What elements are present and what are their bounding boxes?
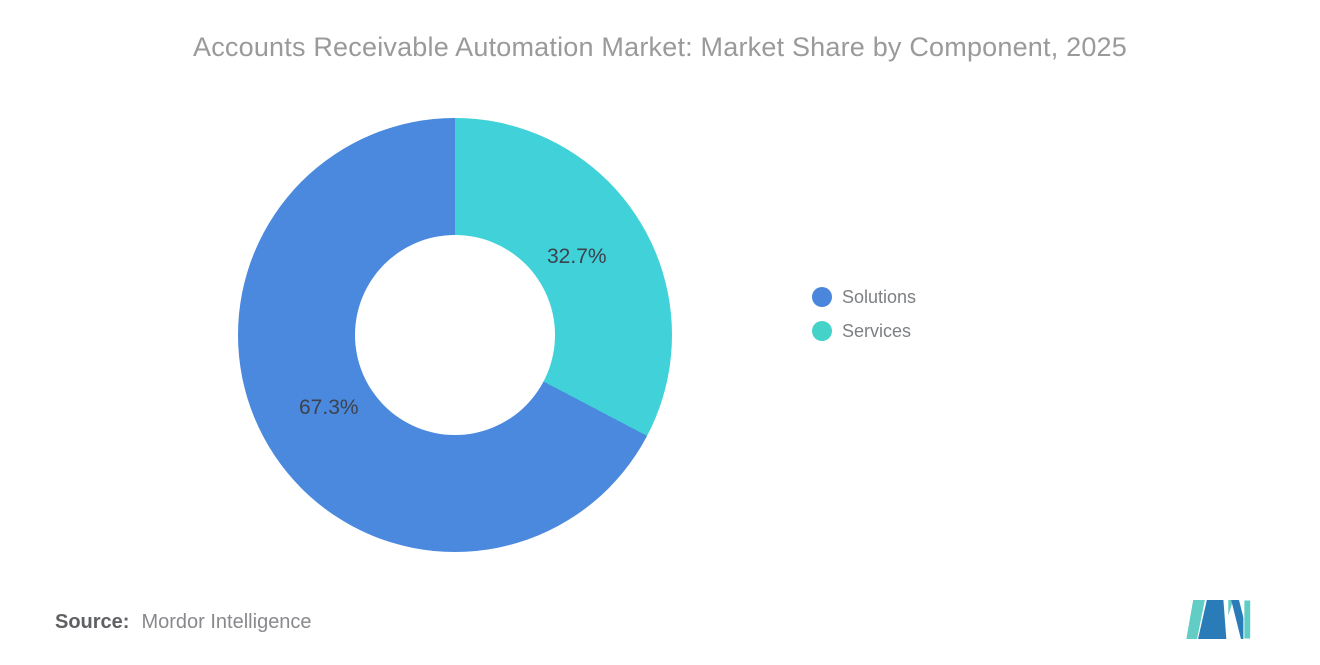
legend-item-solutions: Solutions bbox=[812, 286, 916, 308]
donut-chart bbox=[238, 118, 672, 552]
logo-shape-blue-middle bbox=[1198, 600, 1227, 639]
source-line: Source: Mordor Intelligence bbox=[55, 611, 312, 634]
legend-label-solutions: Solutions bbox=[842, 286, 917, 307]
chart-title: Accounts Receivable Automation Market: M… bbox=[193, 32, 1127, 62]
source-value: Mordor Intelligence bbox=[141, 611, 312, 633]
data-label-solutions: 67.3% bbox=[299, 396, 359, 419]
mordor-intelligence-logo-icon bbox=[1186, 600, 1252, 639]
legend-item-services: Services bbox=[812, 320, 916, 342]
legend: Solutions Services bbox=[812, 286, 916, 354]
logo-shape-teal-left bbox=[1186, 600, 1205, 639]
source-label: Source: bbox=[55, 611, 130, 633]
legend-swatch-solutions-icon bbox=[812, 287, 832, 307]
logo-shape-teal-bar bbox=[1243, 600, 1252, 639]
data-label-services: 32.7% bbox=[547, 245, 607, 268]
logo-shape-teal-wedge bbox=[1228, 600, 1234, 616]
donut-hole bbox=[355, 235, 555, 435]
legend-swatch-services-icon bbox=[812, 321, 832, 341]
legend-label-services: Services bbox=[842, 320, 912, 341]
